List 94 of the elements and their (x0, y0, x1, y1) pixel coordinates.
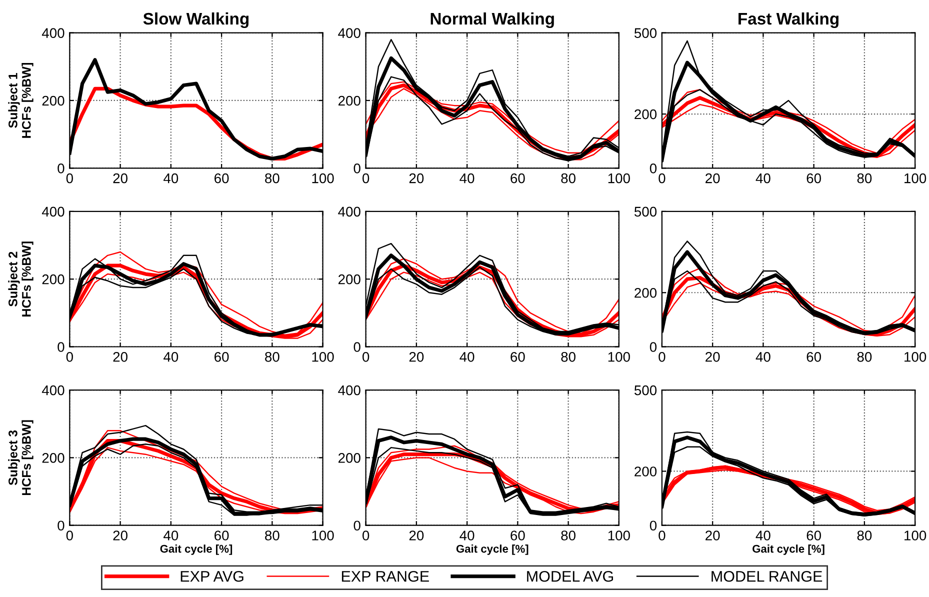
x-tick-label: 40 (460, 173, 474, 184)
x-tick-label: 20 (706, 352, 720, 362)
chart-title: Fast Walking (738, 12, 838, 28)
x-tick-label: 40 (756, 352, 770, 362)
y-tick-label: 0 (650, 520, 657, 531)
y-tick-label: 400 (42, 385, 64, 396)
x-tick-label: 80 (561, 173, 576, 184)
x-tick-label: 80 (857, 530, 872, 540)
x-tick-label: 20 (113, 352, 128, 362)
y-tick-label: 0 (650, 342, 657, 352)
x-tick-label: 0 (66, 352, 73, 362)
chart-title: Normal Walking (430, 12, 554, 28)
y-tick-label: 400 (338, 385, 360, 396)
x-tick-label: 20 (409, 352, 424, 362)
x-tick-label: 60 (510, 530, 525, 540)
x-tick-label: 20 (113, 173, 128, 184)
x-tick-label: 80 (857, 173, 872, 184)
x-tick-label: 100 (312, 352, 334, 362)
y-tick-label: 400 (42, 206, 64, 217)
y-tick-label: 200 (42, 96, 64, 106)
x-tick-label: 100 (608, 352, 630, 362)
x-tick-label: 60 (806, 352, 821, 362)
x-tick-label: 0 (658, 530, 666, 540)
x-tick-label: 80 (857, 352, 872, 362)
y-tick-label: 200 (42, 453, 64, 463)
x-tick-label: 0 (658, 352, 666, 362)
y-tick-label: 200 (338, 96, 360, 106)
x-tick-label: 20 (706, 173, 720, 184)
y-tick-label: 400 (338, 206, 360, 217)
x-tick-label: 40 (164, 530, 178, 540)
y-axis-title: Subject 2 HCFs [%BW] (8, 242, 34, 316)
x-tick-label: 40 (756, 173, 770, 184)
x-tick-label: 100 (312, 530, 334, 540)
x-tick-label: 60 (806, 530, 821, 540)
y-axis-title: Subject 3 HCFs [%BW] (8, 420, 34, 496)
x-axis-title: Gait cycle [%] (456, 544, 528, 555)
y-tick-label: 200 (338, 274, 360, 284)
x-tick-label: 100 (904, 530, 926, 540)
y-axis-title: Subject 1 HCFs [%BW] (8, 63, 34, 138)
x-tick-label: 80 (561, 352, 576, 362)
x-tick-label: 40 (164, 173, 178, 184)
y-tick-label: 0 (354, 163, 360, 174)
x-axis-title: Gait cycle [%] (752, 544, 824, 555)
y-tick-label: 500 (634, 28, 657, 38)
x-tick-label: 60 (510, 352, 525, 362)
y-tick-label: 200 (42, 274, 64, 284)
x-tick-label: 40 (460, 530, 474, 540)
y-tick-label: 0 (58, 163, 64, 174)
x-tick-label: 60 (214, 530, 229, 540)
x-tick-label: 80 (265, 352, 280, 362)
x-tick-label: 20 (706, 530, 720, 540)
y-tick-label: 400 (338, 28, 360, 38)
x-tick-label: 60 (214, 352, 229, 362)
y-tick-label: 200 (634, 109, 657, 120)
x-tick-label: 0 (362, 352, 370, 362)
legend-label: MODEL RANGE (712, 570, 822, 582)
x-tick-label: 100 (904, 352, 926, 362)
y-tick-label: 0 (650, 163, 657, 174)
y-tick-label: 0 (354, 342, 360, 352)
x-tick-label: 80 (265, 173, 280, 184)
y-tick-label: 0 (354, 520, 360, 531)
legend-label: EXP AVG (180, 570, 244, 582)
y-tick-label: 200 (634, 288, 657, 298)
x-tick-label: 20 (409, 530, 424, 540)
legend-label: MODEL AVG (527, 570, 613, 582)
y-tick-label: 500 (634, 206, 657, 217)
x-axis-title: Gait cycle [%] (160, 544, 232, 555)
x-tick-label: 40 (164, 352, 178, 362)
chart-title: Slow Walking (143, 12, 249, 28)
y-tick-label: 0 (58, 342, 64, 352)
x-tick-label: 100 (312, 173, 334, 184)
legend-label: EXP RANGE (342, 570, 429, 582)
x-tick-label: 20 (409, 173, 424, 184)
x-tick-label: 0 (362, 173, 370, 184)
x-tick-label: 100 (608, 173, 630, 184)
x-tick-label: 0 (362, 530, 370, 540)
x-tick-label: 80 (265, 530, 280, 540)
x-tick-label: 60 (510, 173, 525, 184)
x-tick-label: 60 (806, 173, 821, 184)
y-tick-label: 500 (634, 385, 657, 396)
x-tick-label: 40 (460, 352, 474, 362)
x-tick-label: 60 (214, 173, 229, 184)
x-tick-label: 0 (658, 173, 666, 184)
x-tick-label: 80 (561, 530, 576, 540)
x-tick-label: 20 (113, 530, 128, 540)
y-tick-label: 200 (634, 466, 657, 476)
x-tick-label: 40 (756, 530, 770, 540)
x-tick-label: 100 (904, 173, 926, 184)
x-tick-label: 0 (66, 530, 73, 540)
y-tick-label: 400 (42, 28, 64, 38)
y-tick-label: 200 (338, 453, 360, 463)
x-tick-label: 0 (66, 173, 73, 184)
y-tick-label: 0 (58, 520, 64, 531)
x-tick-label: 100 (608, 530, 630, 540)
